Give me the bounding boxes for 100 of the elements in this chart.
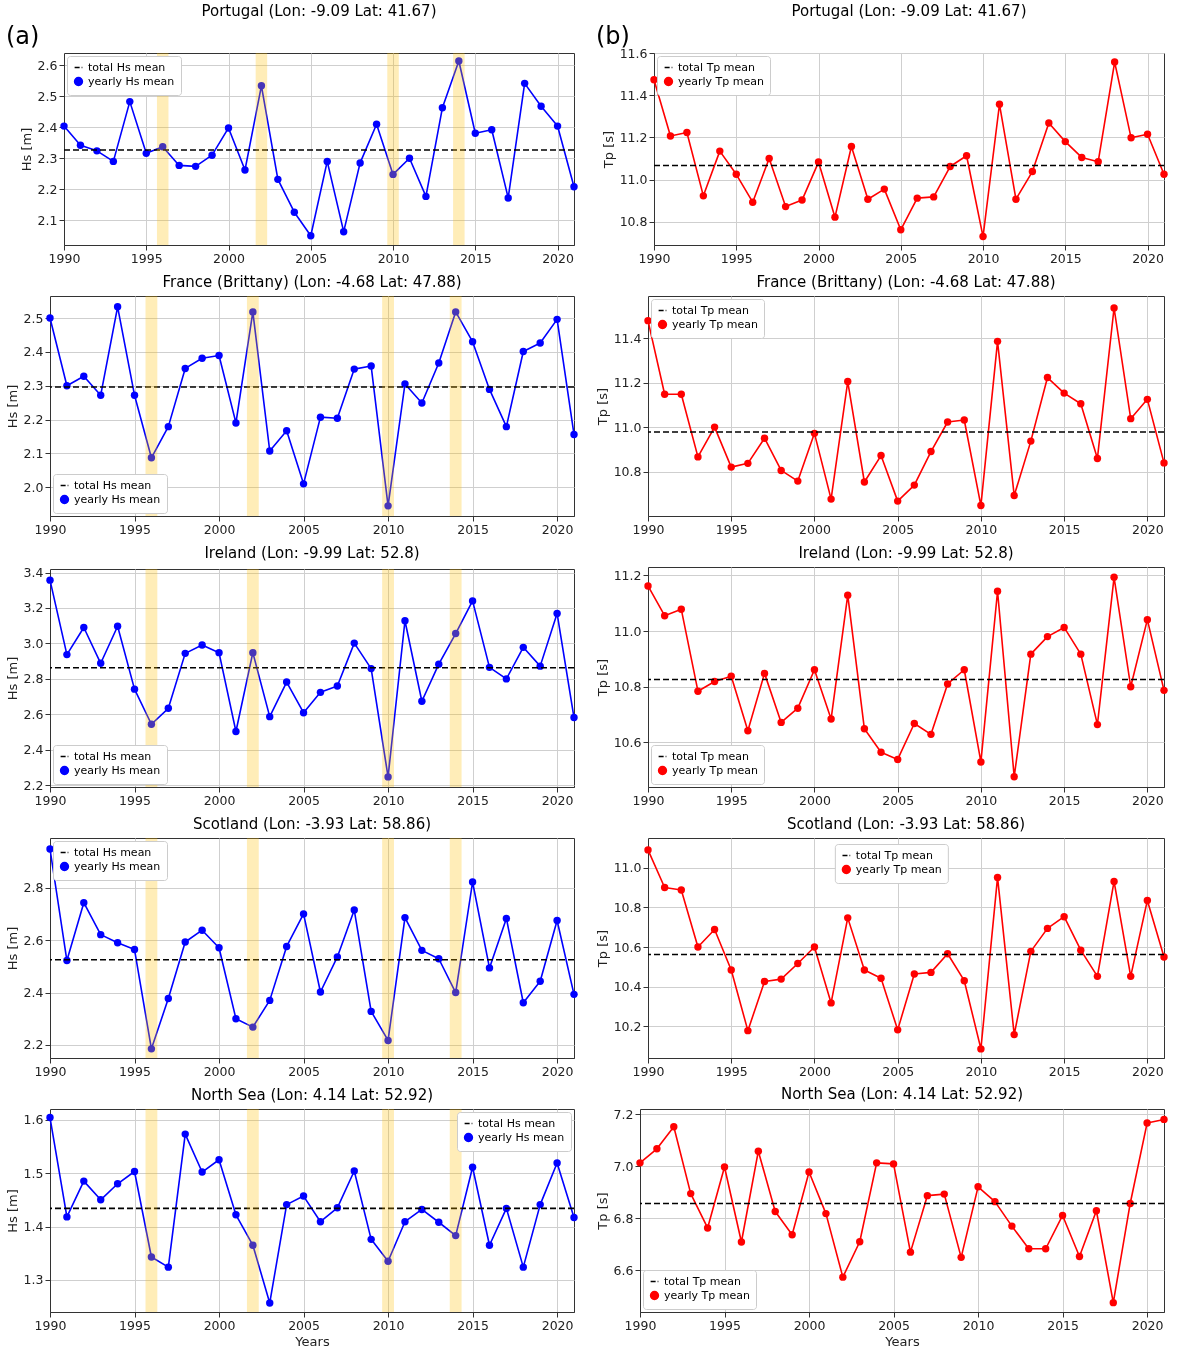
point [384, 773, 392, 781]
x-tick-label: 2000 [203, 1063, 236, 1079]
point [1078, 153, 1086, 162]
point [1094, 157, 1102, 166]
point [1025, 1245, 1033, 1253]
point [877, 451, 885, 460]
point [367, 362, 375, 370]
point [232, 1211, 240, 1219]
point [553, 916, 561, 925]
point [339, 227, 348, 236]
point [765, 154, 773, 163]
y-tick-label: 2.3 [37, 150, 58, 166]
chart-title: North Sea (Lon: 4.14 Lat: 52.92) [780, 1085, 1024, 1104]
point [744, 459, 752, 468]
point [1109, 1298, 1117, 1307]
point [401, 617, 409, 625]
point [274, 175, 282, 184]
chart-title: France (Brittany) (Lon: -4.68 Lat: 47.88) [756, 273, 1056, 291]
y-tick-label: 3.4 [23, 565, 44, 581]
x-tick-label: 2000 [213, 250, 245, 266]
x-tick-label: 1990 [34, 792, 67, 808]
point [570, 713, 578, 722]
point [995, 100, 1004, 108]
y-tick-label: 11.0 [613, 860, 642, 876]
y-tick-label: 2.5 [23, 310, 44, 326]
x-tick-label: 2000 [793, 1317, 826, 1333]
point [844, 377, 852, 386]
y-tick-label: 10.8 [613, 464, 642, 480]
point [97, 930, 105, 939]
x-tick-label: 1990 [34, 1317, 67, 1333]
point [198, 641, 206, 649]
legend-label: yearly Tp mean [855, 862, 942, 876]
y-tick-label: 2.8 [23, 880, 44, 896]
point [159, 143, 167, 151]
point [488, 126, 496, 134]
x-tick-label: 2015 [459, 250, 492, 266]
x-tick-label: 1995 [709, 1317, 741, 1333]
point [76, 141, 85, 149]
point [215, 648, 223, 657]
point [754, 1147, 763, 1155]
x-tick-label: 2020 [1131, 1063, 1164, 1079]
x-tick-label: 2010 [372, 1063, 405, 1079]
point [893, 1026, 902, 1034]
y-axis-title: Tp [s] [600, 130, 616, 170]
point [760, 434, 769, 442]
chart-title: France (Brittany) (Lon: -4.68 Lat: 47.88) [162, 273, 462, 291]
point [519, 347, 527, 356]
x-tick-label: 2020 [1131, 1317, 1164, 1333]
y-tick-label: 2.0 [23, 479, 44, 495]
x-tick-label: 2005 [882, 521, 915, 537]
point [694, 943, 702, 951]
point [519, 999, 527, 1007]
legend-label: yearly Hs mean [74, 763, 161, 777]
point [130, 391, 139, 399]
y-axis-title: Hs [m] [4, 384, 20, 429]
point [367, 1235, 375, 1244]
x-tick-label: 2010 [967, 250, 1000, 266]
point [1143, 1119, 1151, 1127]
legend-label: total Hs mean [74, 845, 152, 859]
x-tick-label: 2015 [1048, 1063, 1081, 1079]
x-tick-label: 1990 [48, 250, 81, 266]
point [1043, 632, 1052, 641]
point [109, 157, 118, 166]
point [694, 453, 702, 461]
point [147, 720, 156, 728]
legend-label: yearly Hs mean [74, 859, 161, 873]
point [502, 675, 511, 683]
y-tick-label: 10.8 [613, 679, 642, 695]
point [316, 988, 325, 996]
y-axis-title: Hs [m] [4, 656, 20, 701]
x-tick-label: 2010 [372, 792, 405, 808]
point [130, 945, 139, 954]
point [839, 1273, 847, 1281]
point [960, 666, 968, 674]
point [282, 942, 291, 951]
point [130, 1167, 139, 1176]
y-axis-title: Hs [m] [4, 926, 20, 971]
x-tick-label: 1995 [715, 792, 748, 808]
point [356, 159, 364, 167]
point [727, 966, 735, 974]
point [282, 678, 291, 686]
point [389, 170, 397, 179]
point [570, 990, 578, 999]
y-tick-label: 10.2 [613, 1018, 642, 1034]
point [897, 226, 905, 234]
point [977, 758, 985, 766]
point [215, 351, 223, 360]
legend-label: total Hs mean [478, 1116, 556, 1130]
y-tick-label: 3.0 [23, 635, 44, 651]
point [677, 605, 685, 614]
chart-title: Ireland (Lon: -9.99 Lat: 52.8) [798, 544, 1014, 562]
x-tick-label: 1990 [638, 250, 671, 266]
point [788, 1231, 796, 1239]
point [1060, 623, 1068, 632]
point [46, 576, 54, 584]
y-tick-label: 1.4 [23, 1219, 44, 1235]
x-tick-label: 2010 [372, 1317, 405, 1333]
point [164, 422, 173, 431]
legend-label: total Tp mean [672, 303, 750, 317]
point [451, 988, 460, 997]
